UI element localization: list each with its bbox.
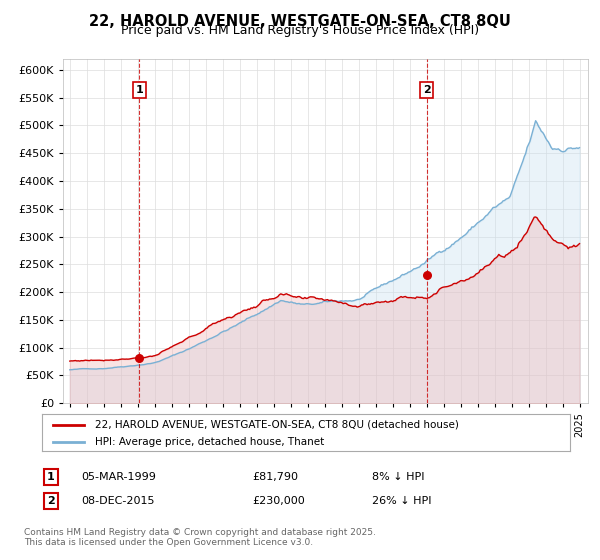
Text: 2: 2	[423, 85, 430, 95]
Text: 2: 2	[47, 496, 55, 506]
Text: 26% ↓ HPI: 26% ↓ HPI	[372, 496, 431, 506]
Text: Price paid vs. HM Land Registry's House Price Index (HPI): Price paid vs. HM Land Registry's House …	[121, 24, 479, 37]
Text: £230,000: £230,000	[252, 496, 305, 506]
Text: 08-DEC-2015: 08-DEC-2015	[81, 496, 155, 506]
Text: HPI: Average price, detached house, Thanet: HPI: Average price, detached house, Than…	[95, 437, 324, 447]
Text: 1: 1	[47, 472, 55, 482]
Text: 22, HAROLD AVENUE, WESTGATE-ON-SEA, CT8 8QU: 22, HAROLD AVENUE, WESTGATE-ON-SEA, CT8 …	[89, 14, 511, 29]
Text: 05-MAR-1999: 05-MAR-1999	[81, 472, 156, 482]
Point	[134, 353, 144, 362]
Text: 1: 1	[135, 85, 143, 95]
Text: 22, HAROLD AVENUE, WESTGATE-ON-SEA, CT8 8QU (detached house): 22, HAROLD AVENUE, WESTGATE-ON-SEA, CT8 …	[95, 419, 458, 430]
Text: £81,790: £81,790	[252, 472, 298, 482]
Text: Contains HM Land Registry data © Crown copyright and database right 2025.
This d: Contains HM Land Registry data © Crown c…	[24, 528, 376, 547]
Point	[422, 271, 431, 280]
Text: 8% ↓ HPI: 8% ↓ HPI	[372, 472, 425, 482]
